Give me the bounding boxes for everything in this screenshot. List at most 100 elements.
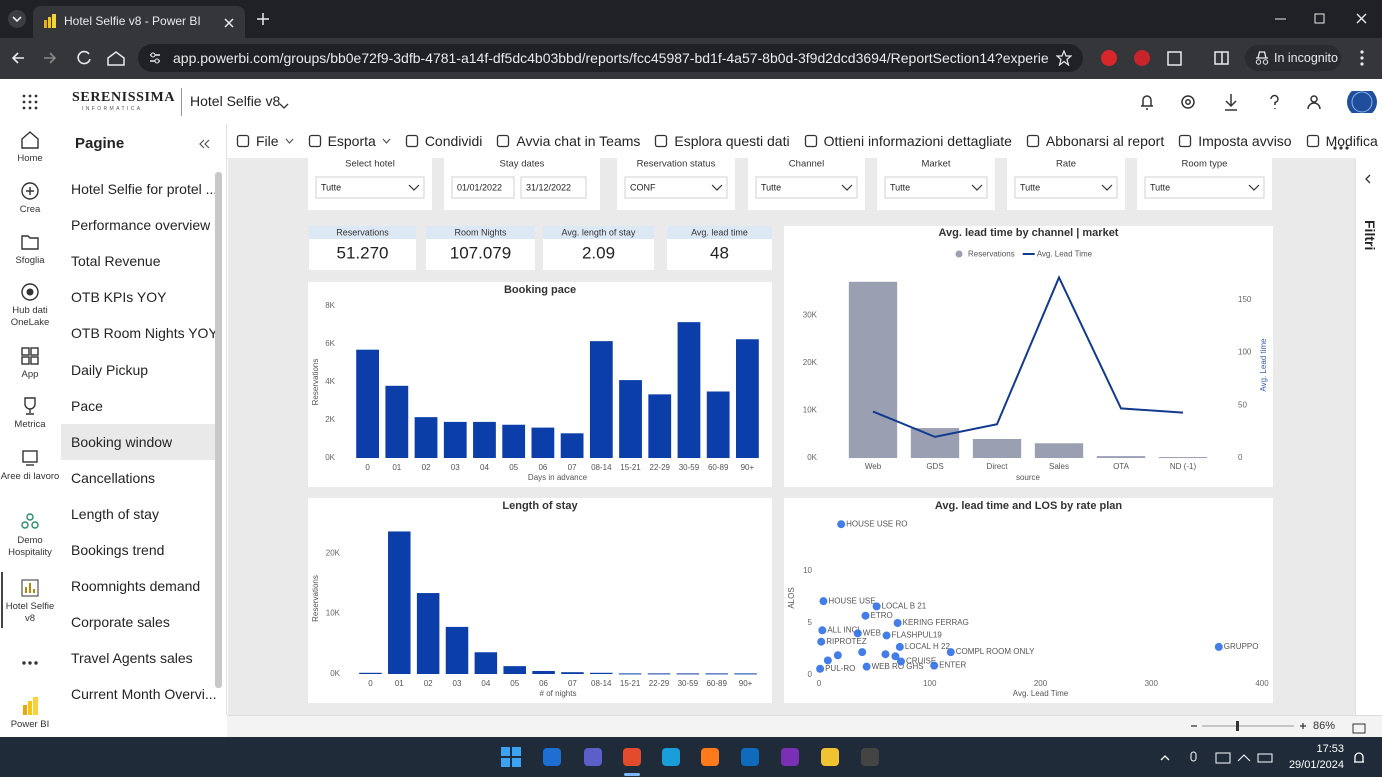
- tab-close[interactable]: [223, 16, 235, 28]
- toolbar-more[interactable]: [1332, 138, 1350, 150]
- nav-label[interactable]: Hotel Selfie v8: [5, 601, 55, 624]
- pages-scrollbar[interactable]: [215, 172, 222, 688]
- slicer-dropdown[interactable]: [1144, 176, 1265, 199]
- toolbar-item[interactable]: Avvia chat in Teams: [496, 133, 640, 149]
- nav-label[interactable]: Power BI: [10, 719, 50, 730]
- page-item[interactable]: Performance overview: [71, 217, 211, 234]
- taskbar-app[interactable]: [779, 746, 801, 768]
- report-menu-chevron[interactable]: [279, 97, 289, 109]
- tab-list-button[interactable]: [8, 10, 26, 28]
- nav-label[interactable]: Crea: [19, 204, 41, 215]
- page-item[interactable]: Corporate sales: [71, 614, 170, 631]
- icon-part: [33, 697, 38, 715]
- nav-icon[interactable]: [20, 346, 40, 366]
- taskbar-app[interactable]: [739, 746, 761, 768]
- new-tab[interactable]: [256, 12, 270, 26]
- point-label: CRUISE: [906, 657, 936, 666]
- nav-icon[interactable]: [20, 448, 40, 468]
- slicer-dropdown[interactable]: [884, 176, 988, 199]
- collapse-pages[interactable]: [198, 136, 210, 149]
- taskbar-app[interactable]: [621, 746, 643, 768]
- icon-part: [501, 747, 521, 767]
- scatter-point: [862, 662, 871, 671]
- nav-label[interactable]: Sfoglia: [15, 255, 45, 266]
- taskbar-app[interactable]: [819, 746, 841, 768]
- nav-icon[interactable]: [20, 282, 40, 302]
- taskbar-app[interactable]: [541, 746, 563, 768]
- page-item[interactable]: OTB KPIs YOY: [71, 289, 167, 306]
- nav-icon[interactable]: [20, 512, 40, 532]
- nav-icon[interactable]: [20, 396, 40, 416]
- icon-part: [1179, 134, 1192, 148]
- toolbar-item[interactable]: Esporta: [308, 133, 391, 149]
- slicer-dropdown[interactable]: [451, 176, 515, 199]
- slicer-dropdown[interactable]: [315, 176, 425, 199]
- nav-buttons[interactable]: [10, 49, 125, 67]
- browser-tab[interactable]: Hotel Selfie v8 - Power BI: [33, 6, 245, 38]
- nav-label[interactable]: Demo Hospitality: [8, 535, 52, 558]
- header-actions[interactable]: [1136, 87, 1382, 117]
- page-item[interactable]: Daily Pickup: [71, 361, 149, 378]
- slicer-dropdown[interactable]: [755, 176, 858, 199]
- slicer-dropdown[interactable]: [624, 176, 728, 199]
- report-name[interactable]: Hotel Selfie v8: [190, 93, 281, 109]
- slicer-label: Rate: [1056, 159, 1076, 170]
- page-item[interactable]: Pace: [71, 397, 103, 414]
- page-item[interactable]: Current Month Overvi...: [71, 686, 217, 703]
- slicer-dropdown[interactable]: [1014, 176, 1118, 199]
- nav-label[interactable]: Home: [17, 153, 43, 164]
- slicer-value: 31/12/2022: [526, 182, 571, 192]
- page-item[interactable]: Cancellations: [71, 469, 156, 486]
- icon-part: [382, 138, 391, 144]
- nav-icon[interactable]: [20, 696, 40, 716]
- nav-icon[interactable]: [20, 181, 40, 201]
- page-item[interactable]: Bookings trend: [71, 542, 165, 558]
- extensions[interactable]: [1100, 49, 1230, 67]
- window-controls[interactable]: [1270, 10, 1370, 28]
- taskbar-app[interactable]: [859, 746, 881, 768]
- x-axis-title: source: [1016, 473, 1041, 482]
- taskbar-app[interactable]: [582, 746, 604, 768]
- nav-icon[interactable]: [20, 578, 40, 598]
- page-item[interactable]: Hotel Selfie for protel ...: [71, 181, 218, 197]
- nav-label[interactable]: Metrica: [14, 419, 46, 430]
- toolbar-item[interactable]: File: [236, 133, 294, 149]
- system-tray[interactable]: [1158, 749, 1278, 767]
- nav-label[interactable]: Aree di lavoro: [0, 471, 60, 482]
- filter-pane[interactable]: [1355, 158, 1382, 715]
- app-launcher[interactable]: [22, 94, 38, 110]
- toolbar-item[interactable]: Condividi: [405, 133, 482, 149]
- page-item[interactable]: Total Revenue: [71, 253, 161, 270]
- nav-icon[interactable]: [20, 232, 40, 252]
- browser-menu[interactable]: [1358, 49, 1366, 67]
- page-item[interactable]: Roomnights demand: [71, 578, 201, 595]
- toolbar-item[interactable]: Modifica: [1306, 133, 1378, 149]
- toolbar-item[interactable]: Ottieni informazioni dettagliate: [804, 133, 1012, 149]
- filter-pane-toggle[interactable]: [1364, 171, 1372, 184]
- incognito-badge[interactable]: In incognito: [1245, 45, 1341, 71]
- toolbar-label: Esporta: [327, 133, 376, 149]
- legend-label[interactable]: Reservations: [968, 250, 1015, 259]
- nav-more[interactable]: [20, 654, 40, 665]
- page-item[interactable]: Booking window: [71, 433, 173, 450]
- toolbar-item[interactable]: Esplora questi dati: [654, 133, 790, 149]
- taskbar-app[interactable]: [660, 746, 682, 768]
- toolbar-item[interactable]: Abbonarsi al report: [1026, 133, 1164, 149]
- nav-label[interactable]: Hub dati OneLake: [10, 305, 50, 328]
- toolbar-item[interactable]: Imposta avviso: [1178, 133, 1292, 149]
- page-item[interactable]: Travel Agents sales: [71, 650, 193, 667]
- page-item[interactable]: Length of stay: [71, 505, 159, 522]
- taskbar-app[interactable]: [699, 746, 721, 768]
- notifications[interactable]: [1351, 750, 1367, 766]
- slicer-dropdown[interactable]: [520, 176, 587, 199]
- bookmark-star[interactable]: [1055, 49, 1073, 67]
- legend-label[interactable]: Avg. Lead Time: [1037, 250, 1093, 259]
- zoom-slider[interactable]: [1188, 719, 1308, 733]
- nav-icon[interactable]: [20, 130, 40, 150]
- fit-page[interactable]: [1352, 721, 1366, 734]
- page-item[interactable]: OTB Room Nights YOY: [71, 325, 218, 342]
- url-field[interactable]: app.powerbi.com/groups/bb0e72f9-3dfb-478…: [138, 44, 1083, 72]
- icon-part: [23, 705, 27, 715]
- taskbar-app[interactable]: [500, 746, 522, 768]
- nav-label[interactable]: App: [21, 369, 39, 380]
